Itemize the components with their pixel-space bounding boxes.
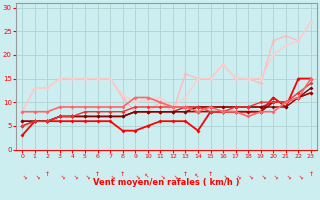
Text: ↑: ↑	[220, 172, 227, 179]
Text: ↑: ↑	[308, 172, 314, 177]
Text: ↑: ↑	[183, 172, 188, 177]
X-axis label: Vent moyen/en rafales ( km/h ): Vent moyen/en rafales ( km/h )	[93, 178, 240, 187]
Text: ↑: ↑	[295, 172, 302, 179]
Text: ↑: ↑	[95, 172, 100, 177]
Text: ↑: ↑	[56, 172, 63, 179]
Text: ↑: ↑	[157, 172, 164, 179]
Text: ↑: ↑	[120, 172, 125, 177]
Text: ↑: ↑	[45, 172, 50, 177]
Text: ↑: ↑	[282, 172, 290, 179]
Text: ↑: ↑	[208, 172, 213, 177]
Text: ↑: ↑	[257, 172, 264, 179]
Text: ↑: ↑	[69, 172, 76, 179]
Text: ↑: ↑	[132, 172, 139, 179]
Text: ↑: ↑	[31, 172, 38, 179]
Text: ↑: ↑	[194, 172, 202, 179]
Text: ↑: ↑	[19, 172, 26, 179]
Text: ↑: ↑	[144, 172, 151, 179]
Text: ↑: ↑	[270, 172, 277, 179]
Text: ↑: ↑	[107, 172, 114, 179]
Text: ↑: ↑	[232, 172, 239, 179]
Text: ↑: ↑	[81, 172, 89, 179]
Text: ↑: ↑	[169, 172, 177, 179]
Text: ↑: ↑	[244, 172, 252, 179]
